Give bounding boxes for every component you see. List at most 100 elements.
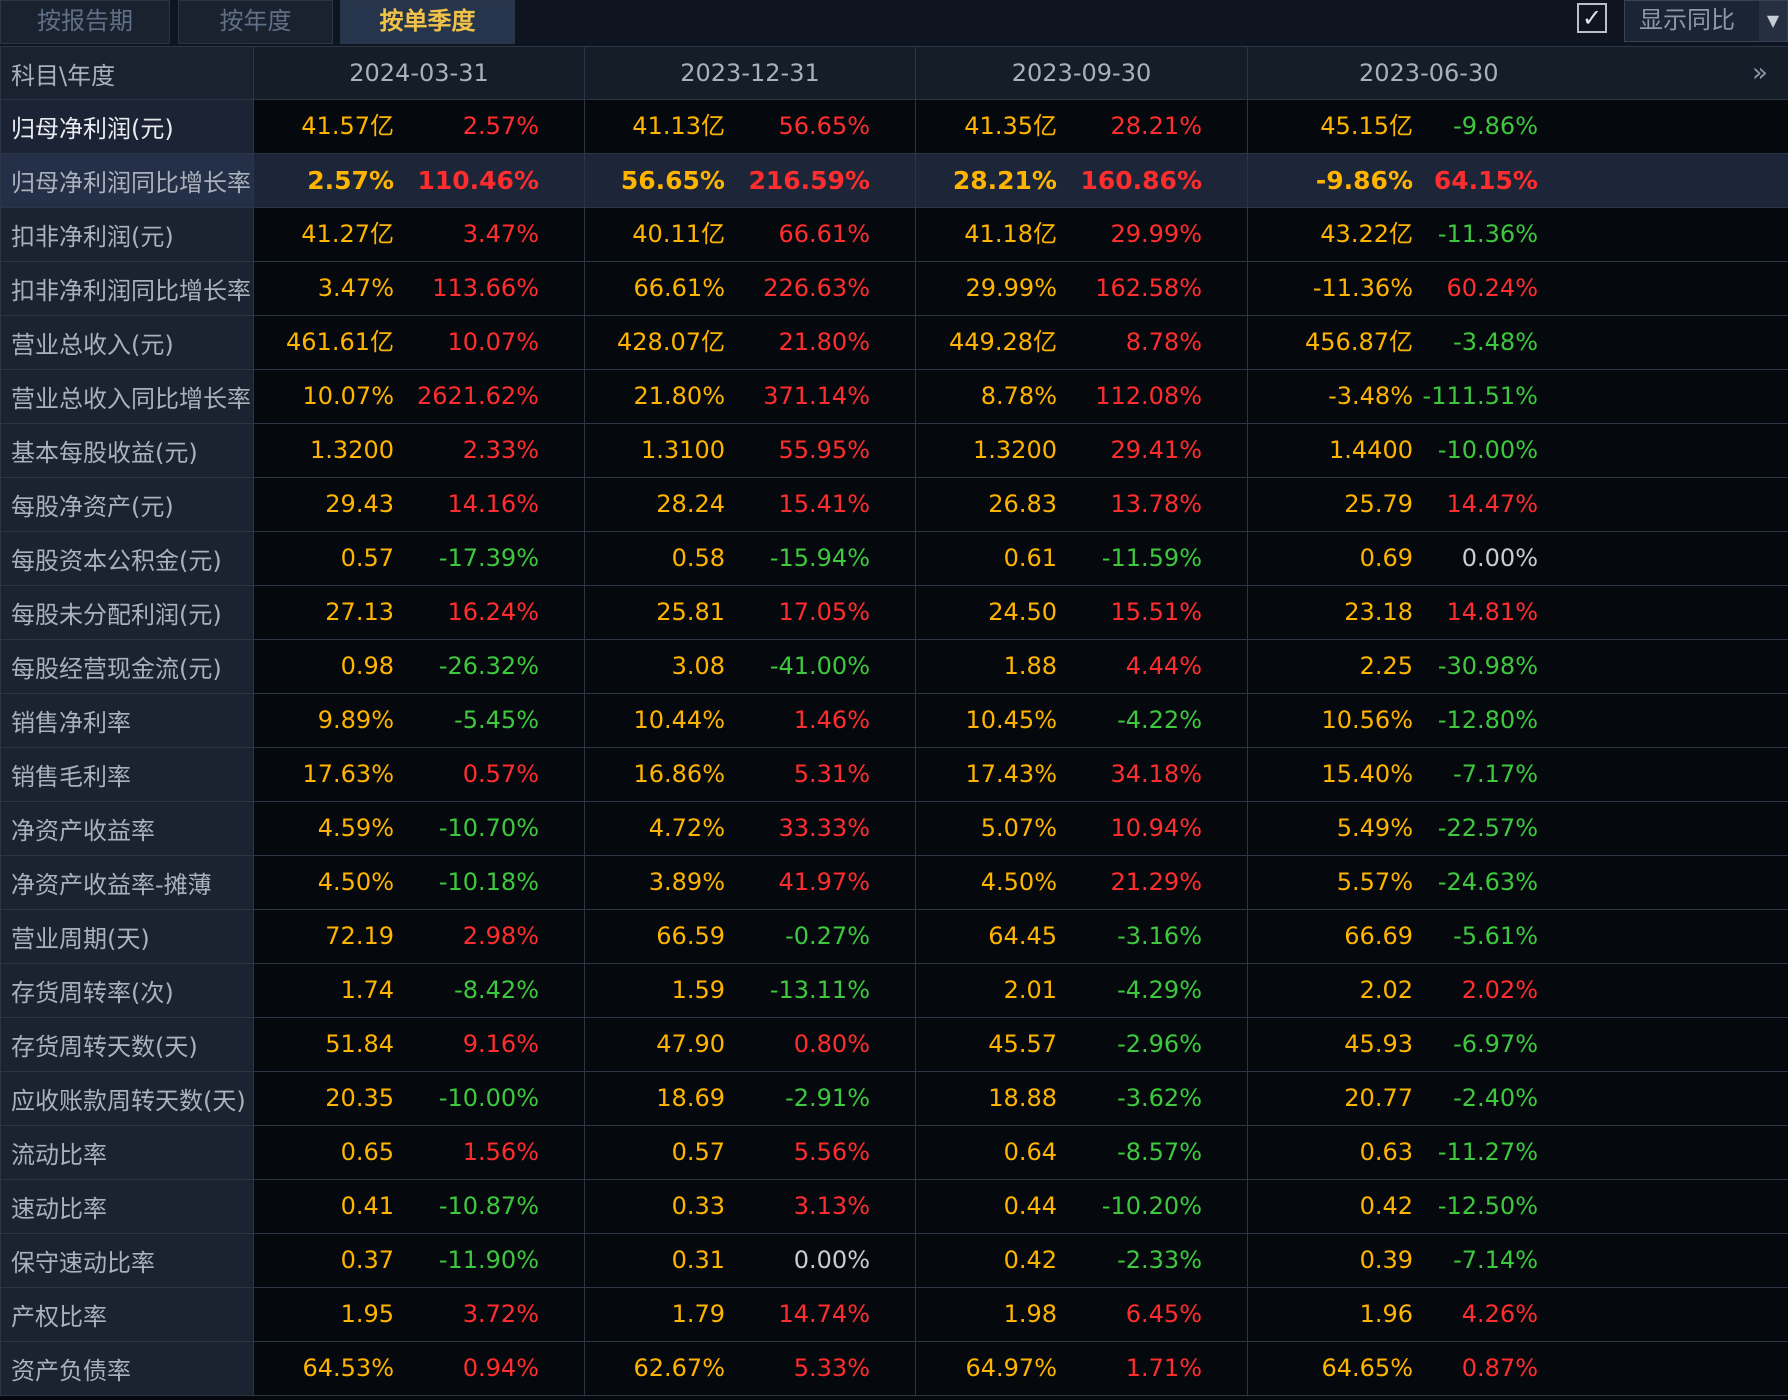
period-cell: 0.58 -15.94% <box>584 531 916 586</box>
cell-content: 2.25 -30.98% <box>1249 641 1788 693</box>
table-row[interactable]: 营业总收入同比增长率 10.07% 2621.62% 21.80% 371.14% 8.7… <box>0 369 1788 424</box>
value-text: 29.43 <box>325 490 394 518</box>
table-row[interactable]: 扣非净利润同比增长率 3.47% 113.66% 66.61% 226.63% 29.99… <box>0 261 1788 316</box>
yoy-change-text: -10.20% <box>1101 1192 1202 1220</box>
cell-content: 5.07% 10.94% <box>917 803 1247 855</box>
value-text: 16.86% <box>633 760 725 788</box>
yoy-change-text: 14.81% <box>1446 598 1538 626</box>
yoy-change-text: 8.78% <box>1125 328 1202 356</box>
yoy-change-text: 6.45% <box>1125 1300 1202 1328</box>
value-text: 1.96 <box>1359 1300 1413 1328</box>
table-row[interactable]: 扣非净利润(元) 41.27亿 3.47% 40.11亿 66.61% 41.18亿 29.… <box>0 207 1788 262</box>
yoy-change-text: 55.95% <box>778 436 870 464</box>
show-yoy-checkbox[interactable]: ✓ <box>1577 3 1607 33</box>
cell-content: 9.89% -5.45% <box>255 695 584 747</box>
table-row[interactable]: 归母净利润(元) 41.57亿 2.57% 41.13亿 56.65% 41.35亿 28.… <box>0 99 1788 154</box>
value-text: 64.65% <box>1321 1354 1413 1382</box>
header-period[interactable]: 2023-06-30 <box>1247 46 1788 100</box>
table-row[interactable]: 归母净利润同比增长率 2.57% 110.46% 56.65% 216.59% 28.21… <box>0 153 1788 208</box>
period-cell: 15.40% -7.17% <box>1247 747 1788 802</box>
table-row[interactable]: 销售毛利率 17.63% 0.57% 16.86% 5.31% 17.43% 34.18% 1… <box>0 747 1788 802</box>
yoy-change-text: -22.57% <box>1437 814 1538 842</box>
table-row[interactable]: 资产负债率 64.53% 0.94% 62.67% 5.33% 64.97% 1.71% 64… <box>0 1341 1788 1396</box>
table-row[interactable]: 应收账款周转天数(天) 20.35 -10.00% 18.69 -2.91% 18.88 -… <box>0 1071 1788 1126</box>
scroll-right-icon[interactable]: » <box>1752 58 1768 88</box>
yoy-change-text: 162.58% <box>1095 274 1202 302</box>
table-row[interactable]: 每股资本公积金(元) 0.57 -17.39% 0.58 -15.94% 0.61 -11.… <box>0 531 1788 586</box>
row-label: 产权比率 <box>0 1287 254 1342</box>
table-row[interactable]: 产权比率 1.95 3.72% 1.79 14.74% 1.98 6.45% 1.96 4.26… <box>0 1287 1788 1342</box>
period-cell: 0.57 -17.39% <box>253 531 585 586</box>
value-text: 1.3200 <box>310 436 394 464</box>
table-row[interactable]: 净资产收益率 4.59% -10.70% 4.72% 33.33% 5.07% 10.94%… <box>0 801 1788 856</box>
header-period[interactable]: 2023-09-30 <box>915 46 1248 100</box>
yoy-change-text: 33.33% <box>778 814 870 842</box>
period-cell: 64.65% 0.87% <box>1247 1341 1788 1396</box>
table-row[interactable]: 速动比率 0.41 -10.87% 0.33 3.13% 0.44 -10.20% 0.42-… <box>0 1179 1788 1234</box>
tab-by-quarter[interactable]: 按单季度 <box>340 0 515 44</box>
chevron-down-icon[interactable]: ▼ <box>1759 1 1787 41</box>
period-cell: 10.56% -12.80% <box>1247 693 1788 748</box>
value-text: 1.74 <box>340 976 394 1004</box>
table-row[interactable]: 每股未分配利润(元) 27.13 16.24% 25.81 17.05% 24.50 15.… <box>0 585 1788 640</box>
cell-content: 4.50% 21.29% <box>917 857 1247 909</box>
table-row[interactable]: 存货周转率(次) 1.74 -8.42% 1.59 -13.11% 2.01 -4.29% 2… <box>0 963 1788 1018</box>
value-text: 2.02 <box>1359 976 1413 1004</box>
table-row[interactable]: 净资产收益率-摊薄 4.50% -10.18% 3.89% 41.97% 4.50% 21.… <box>0 855 1788 910</box>
cell-content: 29.43 14.16% <box>255 479 584 531</box>
cell-content: 10.07% 2621.62% <box>255 371 584 423</box>
cell-content: 3.08 -41.00% <box>586 641 915 693</box>
value-text: 10.44% <box>633 706 725 734</box>
display-mode-dropdown[interactable]: 显示同比 ▼ <box>1624 0 1788 42</box>
table-row[interactable]: 营业总收入(元) 461.61亿 10.07% 428.07亿 21.80% 449.28… <box>0 315 1788 370</box>
header-period[interactable]: 2024-03-31 <box>253 46 585 100</box>
value-text: 20.77 <box>1344 1084 1413 1112</box>
period-cell: 5.49% -22.57% <box>1247 801 1788 856</box>
yoy-change-text: -3.48% <box>1453 328 1538 356</box>
yoy-change-text: -8.57% <box>1117 1138 1202 1166</box>
table-row[interactable]: 流动比率 0.65 1.56% 0.57 5.56% 0.64 -8.57% 0.63 -11.… <box>0 1125 1788 1180</box>
period-cell: 1.79 14.74% <box>584 1287 916 1342</box>
cell-content: 0.37 -11.90% <box>255 1235 584 1287</box>
yoy-change-text: -10.00% <box>1437 436 1538 464</box>
yoy-change-text: 4.26% <box>1461 1300 1538 1328</box>
yoy-change-text: 64.15% <box>1433 166 1538 195</box>
cell-content: 25.81 17.05% <box>586 587 915 639</box>
cell-content: 0.42 -12.50% <box>1249 1181 1788 1233</box>
top-toolbar: 按报告期 按年度 按单季度 ✓ 显示同比 ▼ <box>0 0 1788 47</box>
tab-by-year[interactable]: 按年度 <box>178 0 333 44</box>
period-cell: 23.18 14.81% <box>1247 585 1788 640</box>
value-text: 25.79 <box>1344 490 1413 518</box>
header-period[interactable]: 2023-12-31 <box>584 46 916 100</box>
cell-content: 43.22亿 -11.36% <box>1249 209 1788 261</box>
table-row[interactable]: 每股净资产(元) 29.43 14.16% 28.24 15.41% 26.83 13.78… <box>0 477 1788 532</box>
table-row[interactable]: 每股经营现金流(元) 0.98 -26.32% 3.08 -41.00% 1.88 4.44… <box>0 639 1788 694</box>
cell-content: 26.83 13.78% <box>917 479 1247 531</box>
yoy-change-text: 2.02% <box>1461 976 1538 1004</box>
period-cell: 26.83 13.78% <box>915 477 1248 532</box>
cell-content: 10.44% 1.46% <box>586 695 915 747</box>
period-cell: 66.61% 226.63% <box>584 261 916 316</box>
table-row[interactable]: 营业周期(天) 72.19 2.98% 66.59 -0.27% 64.45 -3.16% 6… <box>0 909 1788 964</box>
period-cell: 449.28亿 8.78% <box>915 315 1248 370</box>
dropdown-label: 显示同比 <box>1639 6 1735 34</box>
cell-content: 456.87亿 -3.48% <box>1249 317 1788 369</box>
period-cell: 1.95 3.72% <box>253 1287 585 1342</box>
yoy-change-text: -5.45% <box>454 706 539 734</box>
row-label: 营业总收入同比增长率 <box>0 369 254 424</box>
value-text: 64.53% <box>302 1354 394 1382</box>
table-row[interactable]: 存货周转天数(天) 51.84 9.16% 47.90 0.80% 45.57 -2.96%… <box>0 1017 1788 1072</box>
value-text: 0.57 <box>671 1138 725 1166</box>
value-text: 4.72% <box>648 814 725 842</box>
value-text: 15.40% <box>1321 760 1413 788</box>
value-text: 45.93 <box>1344 1030 1413 1058</box>
table-row[interactable]: 基本每股收益(元) 1.3200 2.33% 1.3100 55.95% 1.3200 29… <box>0 423 1788 478</box>
period-cell: 5.57% -24.63% <box>1247 855 1788 910</box>
yoy-change-text: 10.94% <box>1110 814 1202 842</box>
tab-by-report-period[interactable]: 按报告期 <box>0 0 170 44</box>
yoy-change-text: 29.41% <box>1110 436 1202 464</box>
table-row[interactable]: 保守速动比率 0.37 -11.90% 0.31 0.00% 0.42 -2.33% 0.39… <box>0 1233 1788 1288</box>
yoy-change-text: -2.40% <box>1453 1084 1538 1112</box>
period-cell: 64.97% 1.71% <box>915 1341 1248 1396</box>
table-row[interactable]: 销售净利率 9.89% -5.45% 10.44% 1.46% 10.45% -4.22% 1… <box>0 693 1788 748</box>
